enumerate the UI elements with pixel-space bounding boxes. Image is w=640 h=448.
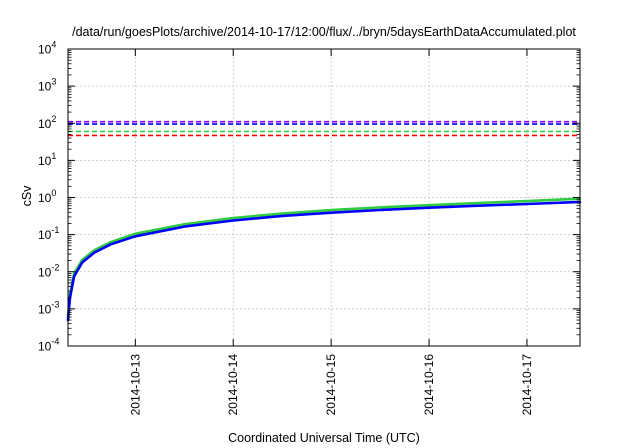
y-tick-base: 10 — [38, 43, 52, 57]
y-tick-label: 10-2 — [38, 262, 59, 279]
x-tick-label: 2014-10-14 — [226, 354, 240, 416]
x-tick-label: 2014-10-13 — [128, 354, 142, 416]
series-layer — [66, 120, 582, 322]
y-tick-label: 102 — [38, 114, 56, 131]
y-tick-label: 10-1 — [38, 225, 59, 242]
y-tick-exponent: -3 — [51, 299, 59, 309]
y-tick-exponent: -1 — [51, 225, 59, 235]
chart-title: /data/run/goesPlots/archive/2014-10-17/1… — [72, 25, 576, 39]
y-tick-exponent: 2 — [51, 114, 56, 124]
ticks — [68, 48, 580, 347]
x-tick-label: 2014-10-16 — [422, 354, 436, 416]
y-tick-base: 10 — [38, 117, 52, 131]
y-tick-label: 103 — [38, 77, 56, 94]
y-tick-exponent: -4 — [51, 337, 59, 347]
grid — [68, 49, 580, 346]
x-tick-label: 2014-10-15 — [324, 354, 338, 416]
x-tick-labels: 2014-10-13 2014-10-14 2014-10-15 2014-10-16… — [128, 354, 534, 416]
x-tick-label: 2014-10-17 — [520, 354, 534, 416]
y-axis-label: cSv — [20, 185, 34, 207]
y-tick-base: 10 — [38, 154, 52, 168]
y-tick-base: 10 — [38, 265, 52, 279]
y-tick-exponent: 0 — [51, 188, 56, 198]
y-tick-exponent: -2 — [51, 262, 59, 272]
y-tick-base: 10 — [38, 191, 52, 205]
series-line-5 — [66, 197, 582, 319]
y-tick-exponent: 3 — [51, 77, 56, 87]
x-axis-label: Coordinated Universal Time (UTC) — [228, 431, 420, 445]
y-tick-base: 10 — [38, 80, 52, 94]
y-tick-label: 100 — [38, 188, 56, 205]
y-tick-label: 10-4 — [38, 337, 59, 354]
y-tick-label: 104 — [38, 40, 56, 57]
y-tick-exponent: 4 — [51, 40, 56, 50]
y-tick-label: 10-3 — [38, 299, 59, 316]
y-tick-exponent: 1 — [51, 151, 56, 161]
series-line-6 — [66, 200, 582, 322]
y-tick-base: 10 — [38, 228, 52, 242]
y-tick-label: 101 — [38, 151, 56, 168]
y-tick-base: 10 — [38, 340, 52, 354]
y-tick-base: 10 — [38, 302, 52, 316]
